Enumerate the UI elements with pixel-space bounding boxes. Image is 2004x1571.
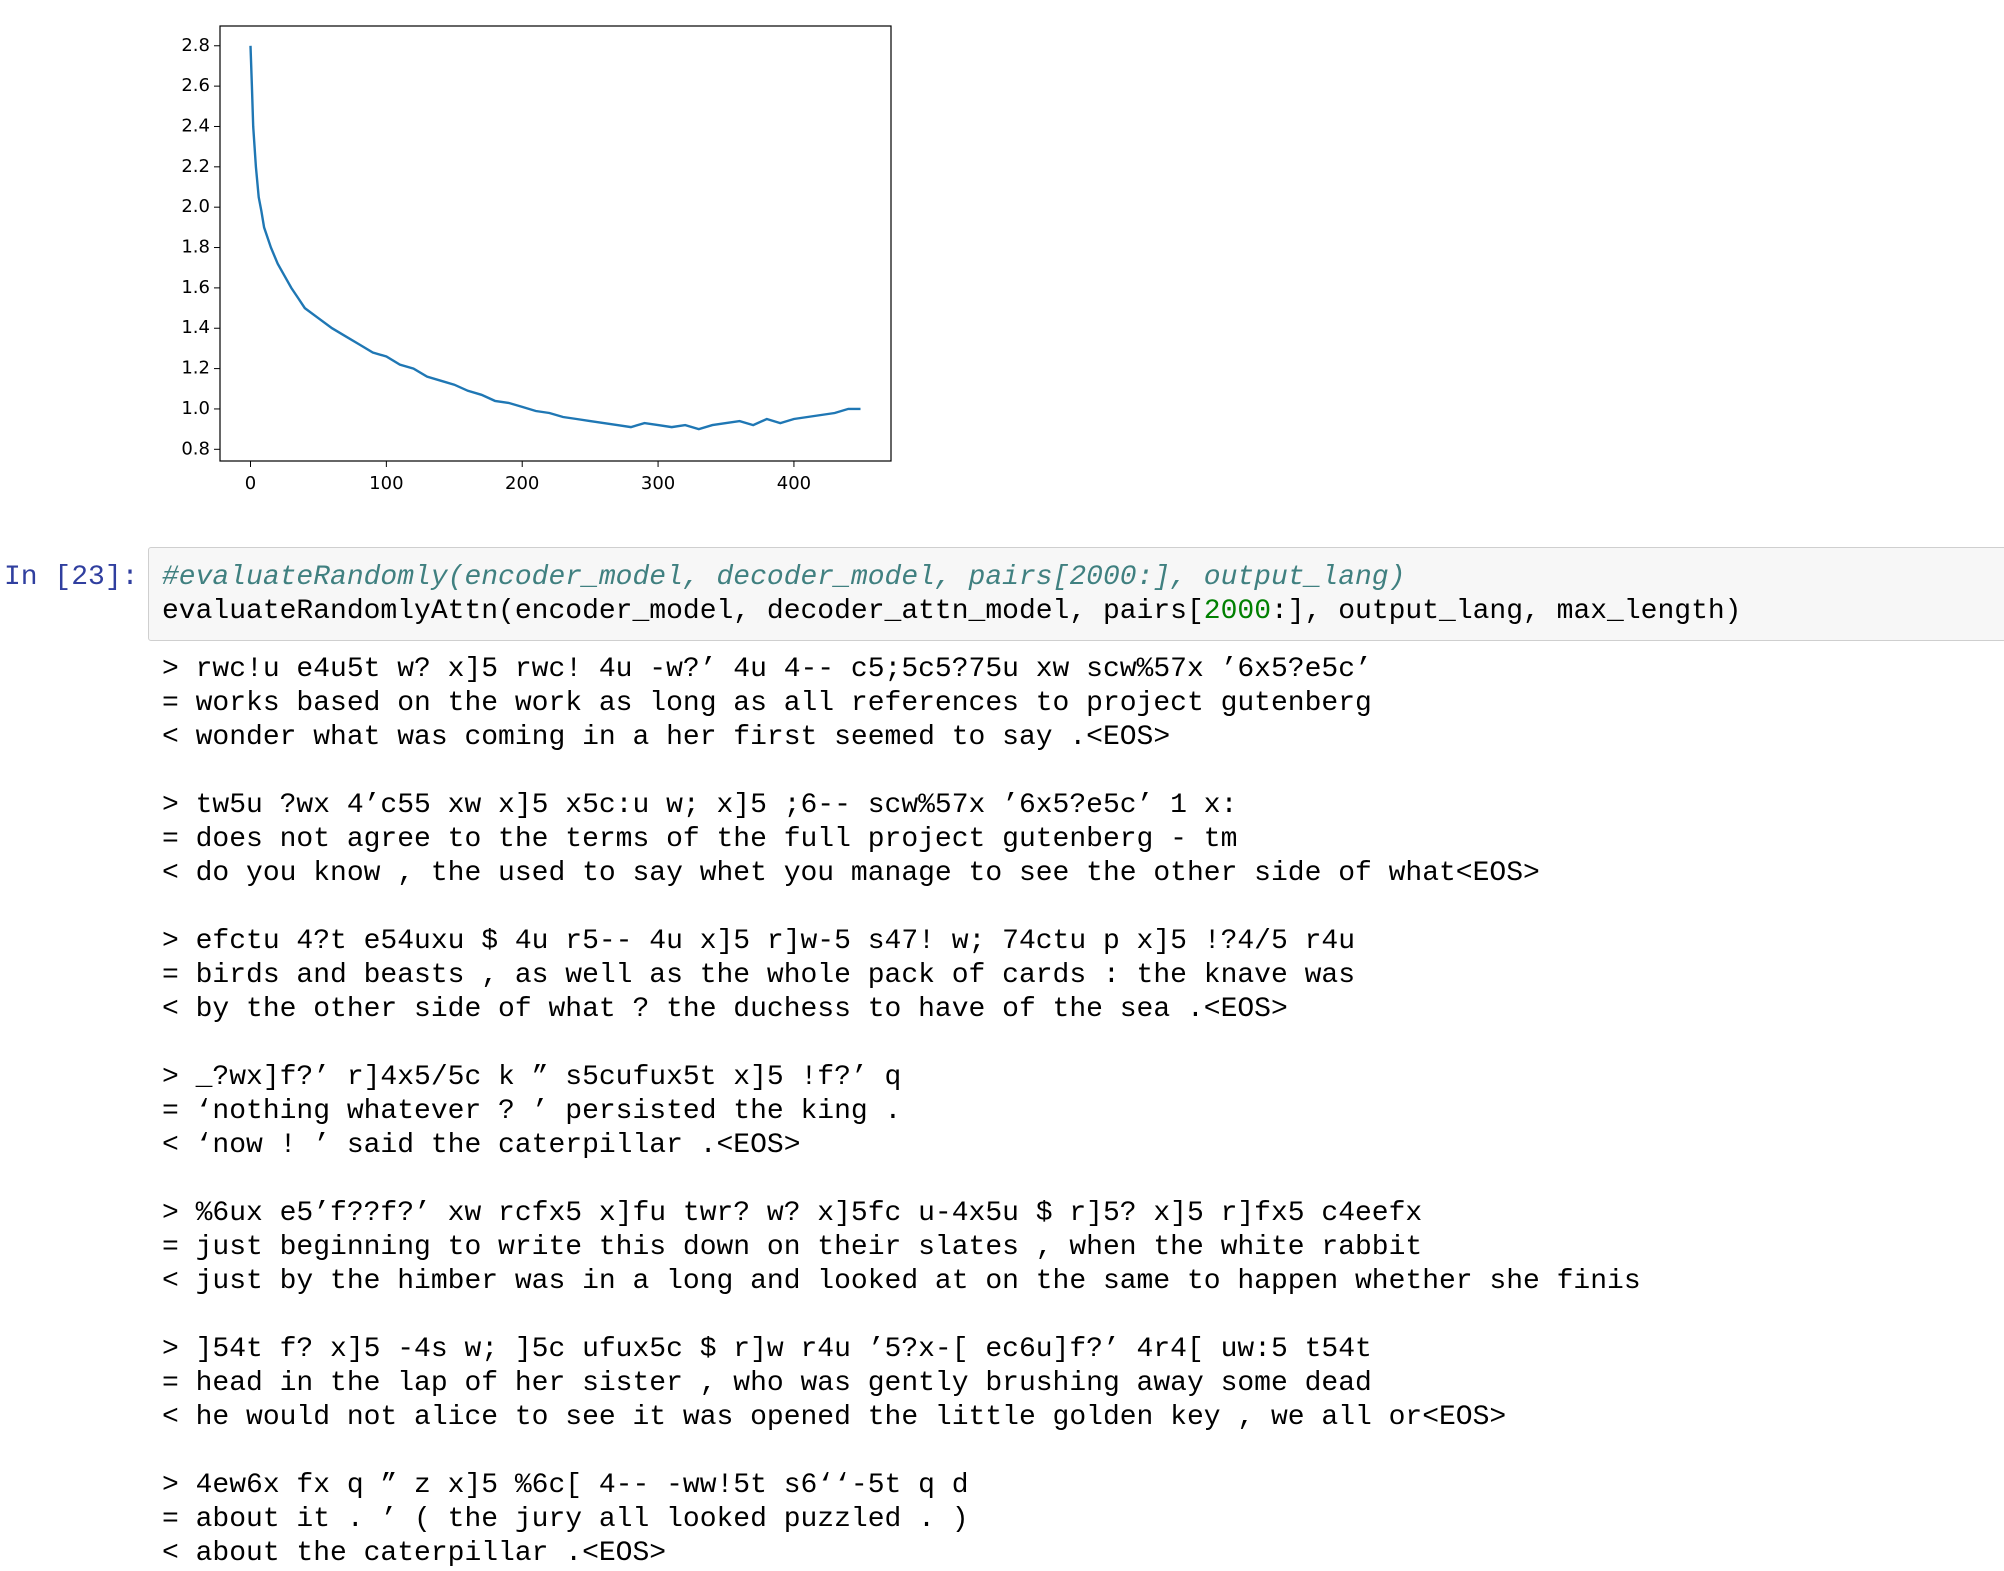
- code-text: :], output_lang, max_length): [1271, 596, 1742, 627]
- output-line: = works based on the work as long as all…: [162, 688, 1372, 719]
- y-tick-label: 2.0: [181, 196, 210, 217]
- output-line: > %6ux e5’f??f?’ xw rcfx5 x]fu twr? w? x…: [162, 1198, 1423, 1229]
- y-tick-label: 2.2: [181, 156, 210, 177]
- output-line: < by the other side of what ? the duches…: [162, 994, 1288, 1025]
- output-line: > ]54t f? x]5 -4s w; ]5c ufux5c $ r]w r4…: [162, 1334, 1372, 1365]
- output-line: < wonder what was coming in a her first …: [162, 722, 1171, 753]
- y-tick-label: 1.0: [181, 398, 210, 419]
- cell-prompt: In [23]:: [4, 562, 139, 593]
- y-tick-label: 1.8: [181, 237, 210, 258]
- output-line: > 4ew6x fx q ” z x]5 %6c[ 4-- -ww!5t s6‘…: [162, 1470, 969, 1501]
- y-tick-label: 1.4: [181, 317, 210, 338]
- output-line: > _?wx]f?’ r]4x5/5c k ” s5cufux5t x]5 !f…: [162, 1062, 902, 1093]
- output-line: > tw5u ?wx 4’c55 xw x]5 x5c:u w; x]5 ;6-…: [162, 790, 1238, 821]
- code-cell[interactable]: [148, 547, 2004, 641]
- y-tick-label: 1.6: [181, 277, 210, 298]
- code-text: evaluateRandomlyAttn(encoder_model, deco…: [162, 596, 1204, 627]
- y-tick-label: 2.4: [181, 115, 210, 136]
- output-line: < about the caterpillar .<EOS>: [162, 1538, 667, 1569]
- x-tick-label: 200: [505, 473, 539, 494]
- output-line: = birds and beasts , as well as the whol…: [162, 960, 1355, 991]
- x-tick-label: 100: [369, 473, 403, 494]
- output-line: = does not agree to the terms of the ful…: [162, 824, 1238, 855]
- line: [249, 45, 861, 431]
- output-line: < ‘now ! ’ said the caterpillar .<EOS>: [162, 1130, 801, 1161]
- x-tick-label: 0: [245, 473, 256, 494]
- output-line: = just beginning to write this down on t…: [162, 1232, 1423, 1263]
- y-tick-label: 0.8: [181, 438, 210, 459]
- x-tick-label: 300: [641, 473, 675, 494]
- output-line: < do you know , the used to say whet you…: [162, 858, 1540, 889]
- code-line: evaluateRandomlyAttn(encoder_model, deco…: [162, 595, 1741, 629]
- y-tick-label: 2.8: [181, 35, 210, 56]
- output-line: = ‘nothing whatever ? ’ persisted the ki…: [162, 1096, 902, 1127]
- code-comment: #evaluateRandomly(encoder_model, decoder…: [162, 562, 1406, 593]
- output-line: = about it . ’ ( the jury all looked puz…: [162, 1504, 969, 1535]
- chart: 0.8 1.0 1.2 1.4 1.6 1.8 2.0 2.2 2.4 2.6 2.8 0 100 200…: [181, 25, 892, 494]
- output-line: > rwc!u e4u5t w? x]5 rwc! 4u -w?’ 4u 4--…: [162, 654, 1372, 685]
- y-tick-label: 1.2: [181, 358, 210, 379]
- output-line: < he would not alice to see it was opene…: [162, 1402, 1507, 1433]
- output-line: > efctu 4?t e54uxu $ 4u r5-- 4u x]5 r]w-…: [162, 926, 1355, 957]
- x-tick-label: 400: [777, 473, 811, 494]
- code-number: 2000: [1203, 596, 1271, 627]
- output-line: = head in the lap of her sister , who wa…: [162, 1368, 1372, 1399]
- y-tick-label: 2.6: [181, 75, 210, 96]
- plot-frame: [219, 25, 892, 462]
- output-line: < just by the himber was in a long and l…: [162, 1266, 1641, 1297]
